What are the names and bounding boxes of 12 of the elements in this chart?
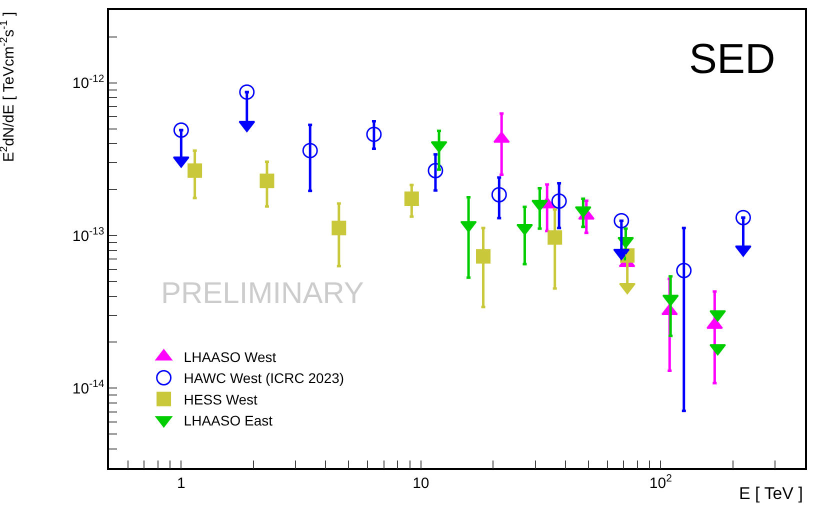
legend-label: HESS West [184,391,258,408]
annotation: SED [689,35,776,82]
y-tick-label: 10$^{-12}$ [72,72,104,92]
y-tick-label: 10$^{-13}$ [72,225,104,245]
legend-label: HAWC West (ICRC 2023) [184,370,344,386]
legend-label: LHAASO West [184,349,276,365]
legend-label: LHAASO East [184,412,273,429]
x-tick-label: 1 [177,474,186,492]
y-tick-label: 10$^{-14}$ [72,378,104,398]
x-tick-label: 10$^{2}$ [649,472,672,492]
x-tick-label: 10 [412,474,430,492]
x-axis-title: E [ TeV ] [739,484,803,503]
